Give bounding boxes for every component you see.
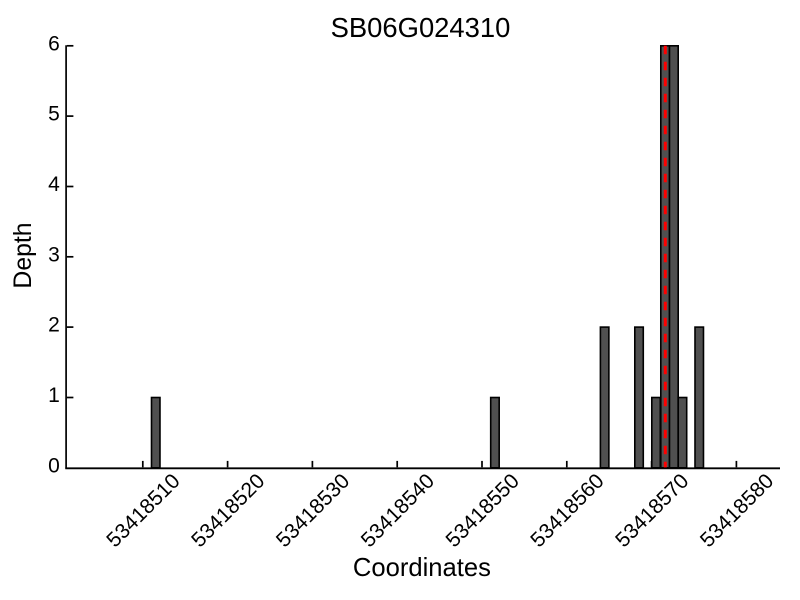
svg-text:Depth: Depth (10, 222, 37, 288)
svg-text:3: 3 (48, 243, 60, 266)
svg-text:4: 4 (48, 173, 60, 196)
svg-text:2: 2 (48, 314, 60, 337)
svg-text:6: 6 (48, 32, 60, 55)
svg-text:1: 1 (48, 384, 60, 407)
svg-text:SB06G024310: SB06G024310 (331, 12, 511, 43)
svg-text:0: 0 (48, 454, 60, 477)
svg-text:Coordinates: Coordinates (353, 554, 491, 582)
svg-text:5: 5 (48, 103, 60, 126)
